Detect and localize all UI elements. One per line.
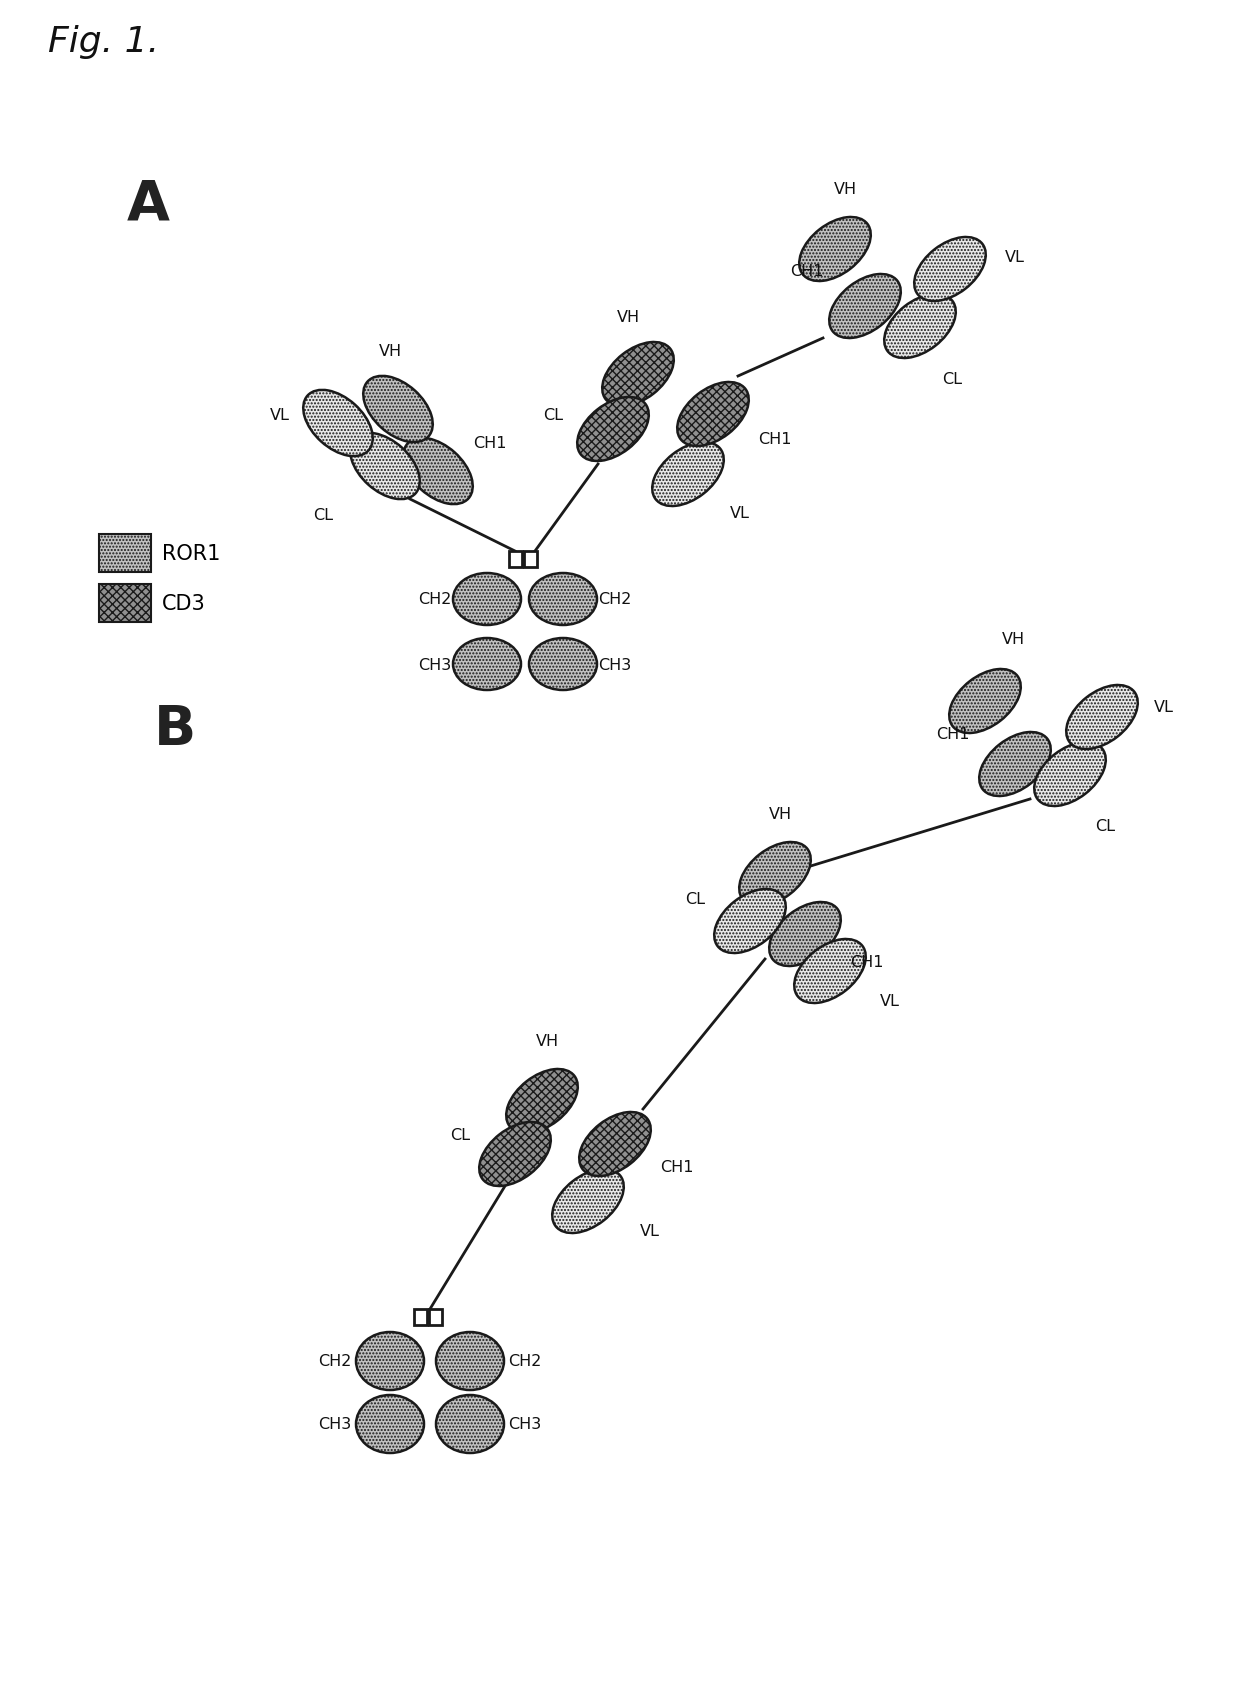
Ellipse shape [677,383,749,448]
Ellipse shape [403,439,472,505]
Ellipse shape [506,1069,578,1133]
Ellipse shape [714,890,786,954]
Text: CH3: CH3 [418,657,451,672]
Ellipse shape [577,397,649,461]
Ellipse shape [603,343,673,407]
Text: VH: VH [536,1034,558,1049]
Text: CH2: CH2 [599,593,631,606]
FancyBboxPatch shape [99,535,151,573]
Ellipse shape [830,275,900,339]
Ellipse shape [980,733,1050,797]
Ellipse shape [800,218,870,282]
Text: VL: VL [880,993,900,1008]
Text: CH1: CH1 [851,954,884,969]
Ellipse shape [479,1121,551,1186]
Text: CH1: CH1 [936,726,970,741]
Ellipse shape [949,669,1021,733]
Text: CL: CL [1095,819,1115,834]
Text: CH2: CH2 [418,593,451,606]
Text: A: A [126,177,170,231]
Text: VL: VL [730,505,750,520]
Text: VH: VH [378,345,402,360]
Ellipse shape [652,443,724,507]
Text: CD3: CD3 [162,593,206,613]
Ellipse shape [356,1395,424,1453]
FancyBboxPatch shape [414,1309,427,1326]
Ellipse shape [769,902,841,966]
Ellipse shape [739,843,811,907]
Ellipse shape [529,574,596,625]
FancyBboxPatch shape [99,584,151,623]
Text: CH2: CH2 [319,1353,352,1368]
FancyBboxPatch shape [429,1309,441,1326]
Text: CH1: CH1 [474,436,507,451]
Text: VL: VL [1006,250,1025,265]
Text: VH: VH [833,182,857,198]
Text: CL: CL [684,892,706,907]
Text: CL: CL [450,1127,470,1142]
Text: CH3: CH3 [319,1417,352,1432]
Text: CH1: CH1 [660,1159,693,1174]
Ellipse shape [529,638,596,691]
Text: CH3: CH3 [599,657,631,672]
Ellipse shape [356,1333,424,1390]
Ellipse shape [436,1395,503,1453]
Text: CH2: CH2 [508,1353,542,1368]
FancyBboxPatch shape [508,552,522,568]
Text: VL: VL [270,409,290,424]
Text: VL: VL [640,1225,660,1238]
Text: Fig. 1.: Fig. 1. [48,25,159,59]
Text: VL: VL [1154,699,1174,714]
Text: CH1: CH1 [790,265,823,279]
Text: CL: CL [942,372,962,387]
Ellipse shape [1066,686,1138,750]
Ellipse shape [436,1333,503,1390]
Ellipse shape [350,434,420,500]
Ellipse shape [453,638,521,691]
Text: VH: VH [616,309,640,324]
Text: VH: VH [1002,632,1024,647]
Text: CL: CL [312,507,334,522]
Text: CH1: CH1 [758,432,792,448]
Ellipse shape [453,574,521,625]
Ellipse shape [1034,743,1106,807]
Ellipse shape [363,377,433,443]
Ellipse shape [794,939,866,1003]
Text: VH: VH [769,807,791,823]
Ellipse shape [914,238,986,302]
Text: CL: CL [543,407,563,422]
Ellipse shape [304,390,373,456]
Ellipse shape [579,1113,651,1176]
Text: B: B [154,703,196,757]
FancyBboxPatch shape [525,552,537,568]
Text: CH3: CH3 [508,1417,542,1432]
Text: ROR1: ROR1 [162,544,221,564]
Ellipse shape [884,296,956,358]
Ellipse shape [552,1169,624,1233]
